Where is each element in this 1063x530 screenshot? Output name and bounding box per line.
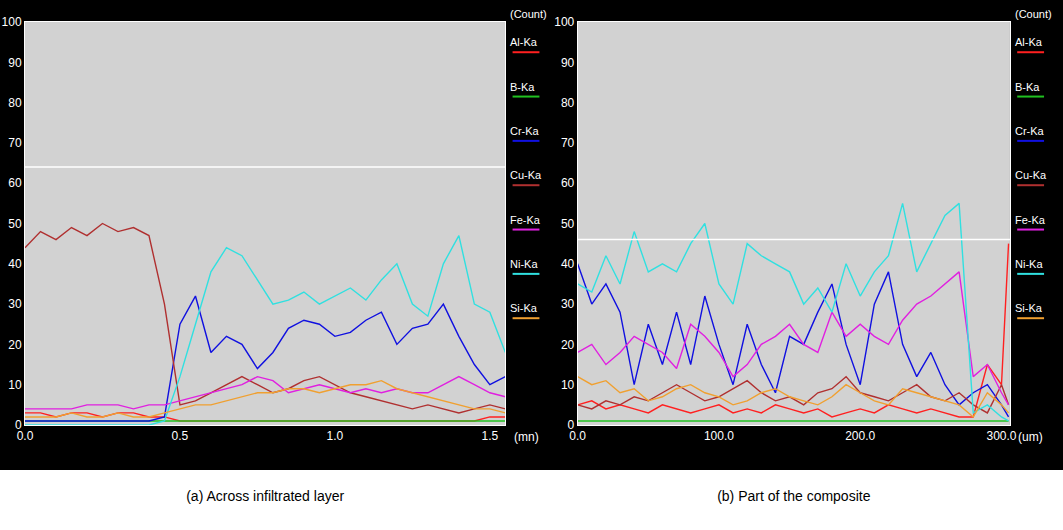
svg-text:1.5: 1.5: [482, 429, 499, 443]
svg-text:50: 50: [8, 217, 22, 231]
svg-text:200.0: 200.0: [845, 429, 875, 443]
svg-text:Fe-Ka: Fe-Ka: [510, 214, 541, 226]
svg-text:100: 100: [554, 15, 574, 29]
svg-text:(um): (um): [1018, 430, 1043, 444]
svg-text:100.0: 100.0: [704, 429, 734, 443]
svg-text:20: 20: [8, 338, 22, 352]
svg-text:50: 50: [561, 217, 575, 231]
html-text:(b) Part of the composite: (b) Part of the composite: [717, 488, 871, 504]
svg-text:(mn): (mn): [514, 430, 539, 444]
svg-text:0.0: 0.0: [569, 429, 586, 443]
svg-text:60: 60: [561, 176, 575, 190]
svg-text:0.5: 0.5: [172, 429, 189, 443]
svg-text:60: 60: [8, 176, 22, 190]
svg-text:300.0: 300.0: [986, 429, 1016, 443]
svg-text:Cr-Ka: Cr-Ka: [1015, 125, 1045, 137]
svg-text:30: 30: [561, 297, 575, 311]
svg-text:10: 10: [8, 378, 22, 392]
svg-text:Ni-Ka: Ni-Ka: [510, 258, 538, 270]
svg-text:80: 80: [8, 96, 22, 110]
svg-text:100: 100: [2, 15, 22, 29]
svg-text:40: 40: [561, 257, 575, 271]
svg-text:70: 70: [8, 136, 22, 150]
svg-text:Si-Ka: Si-Ka: [510, 302, 538, 314]
svg-text:20: 20: [561, 338, 575, 352]
svg-text:Cu-Ka: Cu-Ka: [510, 169, 542, 181]
svg-text:Al-Ka: Al-Ka: [510, 36, 538, 48]
svg-text:90: 90: [561, 56, 575, 70]
svg-text:10: 10: [561, 378, 575, 392]
svg-text:Ni-Ka: Ni-Ka: [1015, 258, 1043, 270]
svg-text:0.0: 0.0: [17, 429, 34, 443]
svg-text:Fe-Ka: Fe-Ka: [1015, 214, 1046, 226]
svg-text:70: 70: [561, 136, 575, 150]
svg-text:Al-Ka: Al-Ka: [1015, 36, 1043, 48]
svg-text:0: 0: [568, 418, 575, 432]
svg-text:Si-Ka: Si-Ka: [1015, 302, 1043, 314]
svg-text:90: 90: [8, 56, 22, 70]
svg-text:Cu-Ka: Cu-Ka: [1015, 169, 1047, 181]
svg-text:1.0: 1.0: [327, 429, 344, 443]
svg-text:80: 80: [561, 96, 575, 110]
svg-text:0: 0: [15, 418, 22, 432]
svg-text:(Count): (Count): [510, 8, 547, 20]
html-text:(a) Across infiltrated layer: (a) Across infiltrated layer: [186, 488, 345, 504]
svg-text:Cr-Ka: Cr-Ka: [510, 125, 540, 137]
svg-text:B-Ka: B-Ka: [1015, 81, 1040, 93]
svg-text:30: 30: [8, 297, 22, 311]
svg-text:B-Ka: B-Ka: [510, 81, 535, 93]
svg-text:40: 40: [8, 257, 22, 271]
svg-text:(Count): (Count): [1015, 8, 1052, 20]
